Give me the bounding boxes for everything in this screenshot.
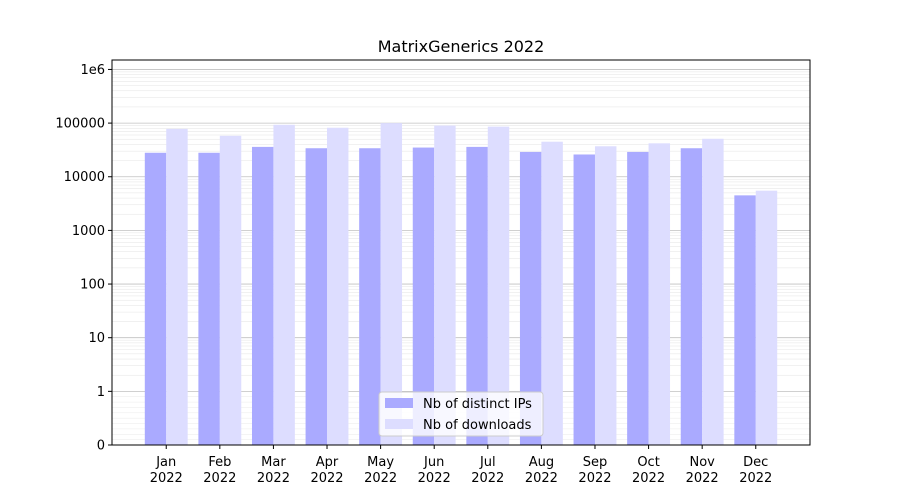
bar-downloads	[273, 124, 295, 446]
x-tick-label-month: Nov	[689, 455, 715, 470]
x-tick-label-year: 2022	[150, 471, 183, 486]
bar-distinct-ips	[359, 148, 381, 445]
y-tick-label: 100	[80, 278, 105, 293]
y-tick-label: 100000	[55, 117, 105, 132]
x-tick-label-year: 2022	[739, 471, 772, 486]
legend-swatch-downloads	[385, 419, 413, 429]
x-tick-label-year: 2022	[364, 471, 397, 486]
x-tick-label-month: Apr	[316, 455, 339, 470]
x-tick-label-month: May	[367, 455, 394, 470]
x-tick-label-month: Aug	[529, 455, 554, 470]
y-tick-label: 0	[97, 439, 105, 454]
y-tick-label: 10	[88, 331, 105, 346]
bar-distinct-ips	[573, 154, 595, 446]
legend-label-downloads: Nb of downloads	[423, 418, 532, 433]
bar-distinct-ips	[144, 152, 167, 445]
x-tick-label-month: Sep	[583, 455, 608, 470]
bar-downloads	[434, 125, 456, 445]
legend-label-distinct-ips: Nb of distinct IPs	[423, 397, 532, 412]
bar-downloads	[702, 138, 724, 445]
bar-downloads	[648, 143, 671, 446]
bar-distinct-ips	[734, 195, 756, 445]
legend: Nb of distinct IPs Nb of downloads	[378, 391, 544, 437]
x-tick-label-year: 2022	[578, 471, 611, 486]
x-tick-label-year: 2022	[418, 471, 451, 486]
x-tick-label-month: Feb	[208, 455, 231, 470]
bar-distinct-ips	[519, 151, 542, 445]
x-tick-label-year: 2022	[203, 471, 236, 486]
y-axis: 0 1 10 100 1000 10000 100000 1e6	[55, 63, 112, 454]
bar-layer	[144, 123, 778, 446]
x-tick-label-month: Jun	[423, 455, 444, 470]
bar-downloads	[166, 128, 188, 445]
bar-distinct-ips	[680, 148, 703, 445]
bar-downloads	[327, 127, 349, 446]
chart-title: MatrixGenerics 2022	[378, 37, 545, 56]
bar-distinct-ips	[466, 146, 488, 445]
y-tick-label: 10000	[64, 170, 105, 185]
bar-distinct-ips	[305, 148, 328, 445]
x-tick-label-year: 2022	[471, 471, 504, 486]
x-tick-label-year: 2022	[525, 471, 558, 486]
y-tick-label: 1	[97, 385, 105, 400]
bar-distinct-ips	[251, 146, 274, 445]
y-tick-label: 1e6	[80, 63, 105, 78]
x-tick-label-month: Oct	[637, 455, 659, 470]
bar-downloads	[594, 146, 617, 445]
bar-distinct-ips	[627, 151, 649, 445]
x-tick-label-month: Mar	[261, 455, 286, 470]
bar-downloads	[541, 141, 563, 446]
legend-swatch-distinct-ips	[385, 398, 413, 408]
x-tick-label-year: 2022	[257, 471, 290, 486]
bar-downloads	[487, 126, 510, 445]
x-tick-label-month: Jan	[155, 455, 176, 470]
x-tick-label-month: Jul	[479, 455, 496, 470]
y-tick-label: 1000	[72, 224, 105, 239]
x-axis: Jan2022Feb2022Mar2022Apr2022May2022Jun20…	[150, 445, 772, 486]
bar-downloads	[380, 123, 403, 445]
bar-distinct-ips	[198, 152, 220, 445]
legend-box	[378, 391, 544, 437]
plot-frame	[111, 59, 811, 446]
x-tick-label-year: 2022	[686, 471, 719, 486]
bar-downloads	[219, 135, 242, 445]
x-tick-label-month: Dec	[743, 455, 768, 470]
bar-distinct-ips	[412, 147, 435, 445]
bar-downloads	[755, 190, 778, 445]
x-tick-label-year: 2022	[632, 471, 665, 486]
x-tick-label-year: 2022	[310, 471, 343, 486]
